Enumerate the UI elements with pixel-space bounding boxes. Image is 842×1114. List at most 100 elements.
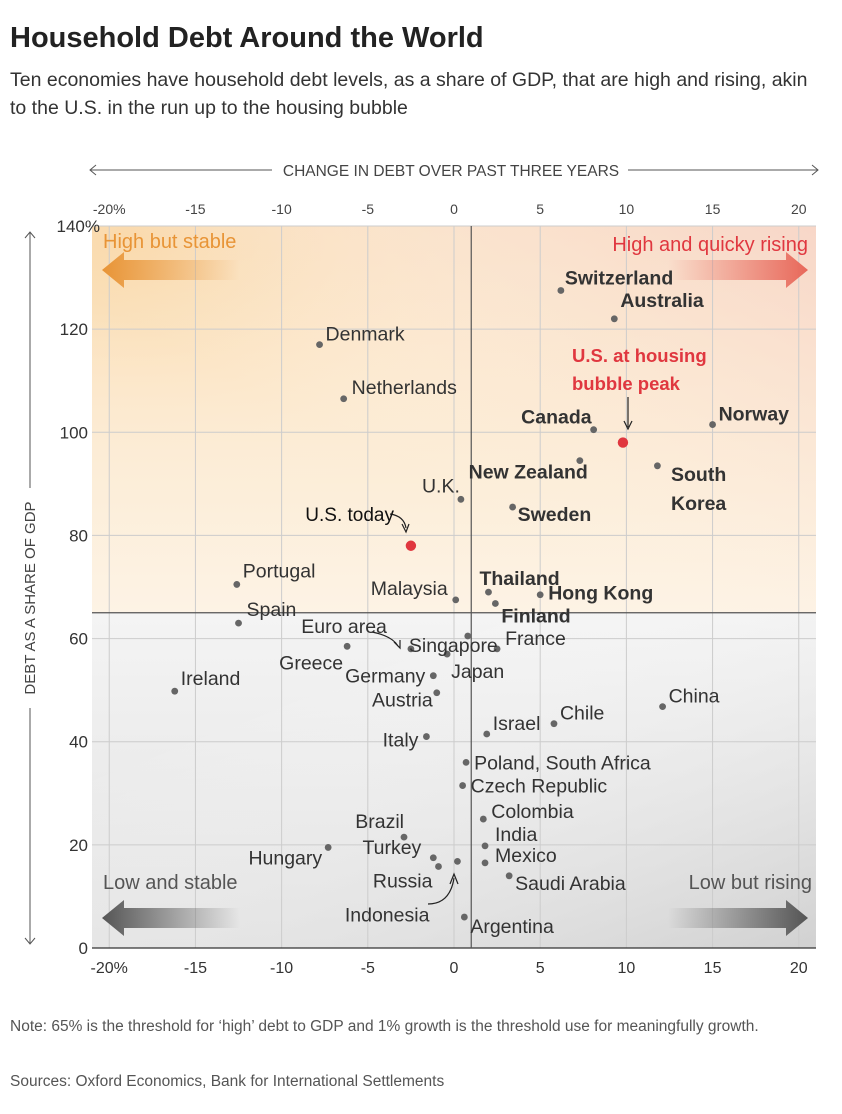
point-switzerland: [557, 287, 565, 294]
arrow-up-icon: [24, 231, 36, 239]
x-tick-label-top: 20: [791, 201, 807, 217]
label-south-korea: South Korea: [671, 464, 726, 515]
label-colombia: Colombia: [491, 801, 574, 823]
point-u-k: [457, 495, 465, 503]
x-tick-label-top: 0: [450, 201, 458, 217]
label-france: France: [505, 628, 566, 650]
label-brazil: Brazil: [355, 811, 404, 833]
chart-sources: Sources: Oxford Economics, Bank for Inte…: [10, 1073, 445, 1090]
y-axis-title: DEBT AS A SHARE OF GDP: [22, 501, 39, 694]
arrow-right-icon: [811, 164, 819, 176]
point-chile: [550, 720, 558, 728]
point-finland: [491, 600, 499, 607]
label-denmark: Denmark: [326, 324, 405, 346]
point-colombia: [479, 815, 487, 823]
label-thailand: Thailand: [479, 568, 559, 590]
label-chile: Chile: [560, 703, 604, 725]
x-tick-label-top: -10: [272, 201, 292, 217]
x-tick-labels-top: -20% -15 -10 -5 0 5 10 15 20: [93, 201, 807, 217]
label-australia: Australia: [620, 290, 704, 312]
point-russia: [435, 863, 442, 870]
arrow-left-orange-icon: [102, 252, 240, 288]
point-mexico: [481, 859, 489, 867]
label-norway: Norway: [719, 404, 790, 426]
label-china: China: [669, 686, 720, 708]
point-italy: [423, 733, 430, 740]
point-new-zealand: [576, 457, 584, 465]
point-greece: [343, 642, 351, 650]
x-tick-label: 20: [790, 960, 808, 977]
x-tick-label: -10: [270, 960, 293, 977]
point-netherlands: [340, 395, 348, 403]
arrow-down-icon: [24, 937, 36, 945]
label-canada: Canada: [521, 407, 592, 429]
us-today-pointer: [389, 513, 407, 529]
y-tick-labels: 0 20 40 60 80 100 120 140%: [57, 217, 100, 958]
label-malaysia: Malaysia: [371, 578, 448, 600]
label-u-s-today: U.S. today: [305, 505, 394, 526]
point-sweden: [509, 503, 517, 511]
x-tick-label-top: 5: [536, 201, 544, 217]
label-sweden: Sweden: [518, 504, 592, 526]
x-tick-label-top: -20%: [93, 201, 126, 217]
arrow-right-grey-icon: [668, 900, 808, 936]
label-germany: Germany: [345, 666, 425, 688]
point-germany: [429, 672, 437, 680]
label-portugal: Portugal: [243, 560, 316, 582]
point-malaysia: [452, 596, 460, 604]
point-thailand: [485, 588, 492, 596]
chart-title: Household Debt Around the World: [10, 22, 484, 54]
y-tick-label: 140%: [57, 217, 100, 236]
x-tick-label: -15: [184, 960, 207, 977]
x-tick-label: 5: [536, 960, 545, 977]
label-u-s-at-housing-bubble-peak: U.S. at housing bubble peak: [572, 345, 707, 394]
point-portugal: [233, 581, 241, 588]
label-new-zealand: New Zealand: [469, 462, 588, 484]
label-russia: Russia: [373, 871, 433, 893]
label-singapore: Singapore: [409, 635, 498, 657]
gridlines: [92, 225, 816, 949]
label-austria: Austria: [372, 690, 433, 712]
y-tick-label: 20: [69, 836, 88, 855]
label-finland: Finland: [501, 606, 570, 628]
point-hong-kong: [536, 591, 544, 599]
point-poland-south-africa: [462, 758, 470, 766]
point-france: [493, 645, 501, 653]
label-turkey: Turkey: [362, 837, 421, 859]
label-euro-area: Euro area: [301, 616, 387, 638]
point-hungary: [324, 844, 332, 851]
point-israel: [483, 730, 491, 738]
point-brazil: [400, 833, 408, 841]
x-tick-label-top: -5: [362, 201, 375, 217]
point-indonesia: [454, 857, 461, 865]
x-tick-label: -5: [361, 960, 375, 977]
label-japan: Japan: [451, 661, 504, 683]
label-czech-republic: Czech Republic: [471, 776, 608, 798]
x-tick-label-top: 15: [705, 201, 721, 217]
y-tick-label: 120: [60, 320, 88, 339]
arrow-right-red-icon: [668, 252, 808, 288]
x-axis-title: CHANGE IN DEBT OVER PAST THREE YEARS: [283, 163, 619, 180]
arrow-left-icon: [89, 164, 97, 176]
label-switzerland: Switzerland: [565, 267, 673, 289]
label-ireland: Ireland: [181, 668, 241, 690]
us-peak-pointer-head: [623, 420, 633, 431]
point-denmark: [316, 341, 323, 349]
label-poland-south-africa: Poland, South Africa: [474, 752, 651, 774]
point-spain: [235, 619, 242, 627]
annotation-arrows: [371, 397, 633, 905]
chart-note: Note: 65% is the threshold for ‘high’ de…: [10, 1018, 759, 1035]
label-indonesia: Indonesia: [345, 904, 430, 926]
y-tick-label: 100: [60, 423, 88, 442]
arrow-left-grey-icon: [102, 900, 240, 936]
point-czech-republic: [459, 782, 467, 789]
point-turkey: [429, 854, 437, 862]
y-tick-label: 80: [69, 526, 88, 545]
point-argentina: [460, 913, 468, 921]
x-tick-labels-bottom: -20% -15 -10 -5 0 5 10 15 20: [91, 960, 808, 977]
point-canada: [590, 426, 598, 434]
quadrant-label-high-stable: High but stable: [103, 231, 236, 253]
point-japan: [443, 650, 451, 658]
y-tick-label: 0: [79, 939, 88, 958]
